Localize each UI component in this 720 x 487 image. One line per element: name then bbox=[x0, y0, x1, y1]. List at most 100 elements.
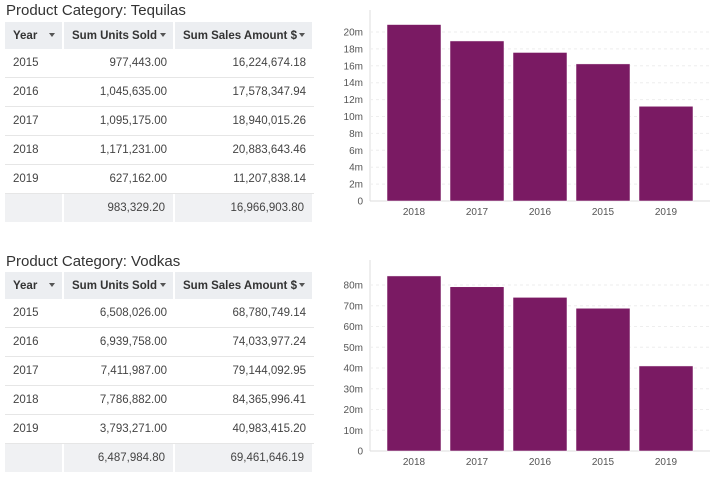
sort-dropdown-icon[interactable] bbox=[160, 33, 166, 37]
bar-chart: 0 2m 4m 6m 8m 10m 12m 14m 16m 18m 20m 2018 2017 2016 2… bbox=[344, 10, 710, 218]
table-cell: 7,786,882.00 bbox=[64, 386, 175, 415]
y-tick-label: 0 bbox=[357, 447, 363, 458]
table-cell: 3,793,271.00 bbox=[64, 415, 175, 444]
table-row: 2018 7,786,882.00 84,365,996.41 bbox=[5, 386, 314, 415]
x-tick-label: 2016 bbox=[529, 207, 552, 218]
table-row: 2015 977,443.00 16,224,674.18 bbox=[5, 49, 314, 78]
x-tick-label: 2017 bbox=[466, 457, 489, 468]
table-row: 2016 1,045,635.00 17,578,347.94 bbox=[5, 78, 314, 107]
total-cell: 69,461,646.19 bbox=[175, 444, 314, 472]
section-title: Product Category: Tequilas bbox=[6, 2, 186, 19]
column-header[interactable]: Year bbox=[5, 22, 64, 49]
x-tick-label: 2019 bbox=[655, 457, 678, 468]
table-row: 2019 3,793,271.00 40,983,415.20 bbox=[5, 415, 314, 444]
y-tick-label: 6m bbox=[349, 146, 363, 157]
table-cell: 2018 bbox=[5, 386, 64, 415]
x-tick-label: 2015 bbox=[592, 207, 615, 218]
table-row: 2019 627,162.00 11,207,838.14 bbox=[5, 165, 314, 194]
column-header-label: Sum Units Sold bbox=[72, 279, 157, 292]
sort-dropdown-icon[interactable] bbox=[299, 283, 305, 287]
sort-dropdown-icon[interactable] bbox=[49, 283, 55, 287]
bar bbox=[575, 308, 631, 452]
y-tick-label: 20m bbox=[344, 28, 363, 39]
table-cell: 68,780,749.14 bbox=[175, 299, 314, 328]
sort-dropdown-icon[interactable] bbox=[160, 283, 166, 287]
x-tick-label: 2019 bbox=[655, 207, 678, 218]
table-cell: 2019 bbox=[5, 165, 64, 194]
x-tick-label: 2016 bbox=[529, 457, 552, 468]
column-header[interactable]: Sum Units Sold bbox=[64, 272, 175, 299]
sort-dropdown-icon[interactable] bbox=[49, 33, 55, 37]
total-row: 983,329.20 16,966,903.80 bbox=[5, 194, 314, 222]
table-cell: 2015 bbox=[5, 49, 64, 78]
column-header-label: Sum Sales Amount $ bbox=[183, 279, 297, 292]
y-tick-label: 60m bbox=[344, 322, 363, 333]
x-tick-label: 2015 bbox=[592, 457, 615, 468]
table-cell: 11,207,838.14 bbox=[175, 165, 314, 194]
table-row: 2015 6,508,026.00 68,780,749.14 bbox=[5, 299, 314, 328]
column-header-label: Sum Sales Amount $ bbox=[183, 29, 297, 42]
table-cell: 2016 bbox=[5, 328, 64, 357]
total-cell: 16,966,903.80 bbox=[175, 194, 314, 222]
column-header[interactable]: Sum Sales Amount $ bbox=[175, 22, 314, 49]
total-cell: 6,487,984.80 bbox=[64, 444, 175, 472]
table-row: 2016 6,939,758.00 74,033,977.24 bbox=[5, 328, 314, 357]
column-header-label: Year bbox=[13, 279, 38, 292]
table-cell: 2015 bbox=[5, 299, 64, 328]
table-cell: 6,939,758.00 bbox=[64, 328, 175, 357]
bar bbox=[449, 40, 505, 202]
x-tick-label: 2018 bbox=[403, 207, 426, 218]
table-cell: 20,883,643.46 bbox=[175, 136, 314, 165]
table-cell: 2019 bbox=[5, 415, 64, 444]
column-header-label: Sum Units Sold bbox=[72, 29, 157, 42]
table-cell: 2017 bbox=[5, 107, 64, 136]
bar bbox=[449, 286, 505, 452]
bar bbox=[638, 365, 694, 452]
y-tick-label: 18m bbox=[344, 44, 363, 55]
section-title: Product Category: Vodkas bbox=[6, 253, 181, 270]
y-tick-label: 16m bbox=[344, 61, 363, 72]
total-cell bbox=[5, 194, 64, 222]
y-tick-label: 10m bbox=[344, 426, 363, 437]
y-tick-label: 12m bbox=[344, 95, 363, 106]
table-cell: 2018 bbox=[5, 136, 64, 165]
column-header-label: Year bbox=[13, 29, 38, 42]
bar bbox=[512, 52, 568, 202]
table-cell: 1,171,231.00 bbox=[64, 136, 175, 165]
table-cell: 16,224,674.18 bbox=[175, 49, 314, 78]
column-header[interactable]: Sum Sales Amount $ bbox=[175, 272, 314, 299]
y-tick-label: 20m bbox=[344, 405, 363, 416]
y-tick-label: 14m bbox=[344, 78, 363, 89]
table-cell: 84,365,996.41 bbox=[175, 386, 314, 415]
y-tick-label: 70m bbox=[344, 301, 363, 312]
x-tick-label: 2017 bbox=[466, 207, 489, 218]
table-cell: 40,983,415.20 bbox=[175, 415, 314, 444]
y-tick-label: 50m bbox=[344, 343, 363, 354]
sort-dropdown-icon[interactable] bbox=[299, 33, 305, 37]
bar bbox=[575, 63, 631, 202]
table-cell: 74,033,977.24 bbox=[175, 328, 314, 357]
y-tick-label: 40m bbox=[344, 364, 363, 375]
column-header[interactable]: Year bbox=[5, 272, 64, 299]
table-cell: 18,940,015.26 bbox=[175, 107, 314, 136]
bar bbox=[386, 275, 442, 452]
bar bbox=[638, 106, 694, 202]
table-cell: 79,144,092.95 bbox=[175, 357, 314, 386]
y-tick-label: 10m bbox=[344, 112, 363, 123]
table-cell: 17,578,347.94 bbox=[175, 78, 314, 107]
y-tick-label: 8m bbox=[349, 129, 363, 140]
total-cell: 983,329.20 bbox=[64, 194, 175, 222]
bar bbox=[386, 24, 442, 202]
bar-chart: 0 10m 20m 30m 40m 50m 60m 70m 80m 2018 2017 2016 201… bbox=[344, 260, 710, 468]
total-cell bbox=[5, 444, 64, 472]
table-cell: 6,508,026.00 bbox=[64, 299, 175, 328]
pivot-table: Year Sum Units Sold Sum Sales Amount $ 2015… bbox=[5, 22, 314, 222]
total-row: 6,487,984.80 69,461,646.19 bbox=[5, 444, 314, 472]
table-cell: 2016 bbox=[5, 78, 64, 107]
x-tick-label: 2018 bbox=[403, 457, 426, 468]
table-cell: 1,045,635.00 bbox=[64, 78, 175, 107]
table-cell: 1,095,175.00 bbox=[64, 107, 175, 136]
table-row: 2018 1,171,231.00 20,883,643.46 bbox=[5, 136, 314, 165]
table-cell: 977,443.00 bbox=[64, 49, 175, 78]
column-header[interactable]: Sum Units Sold bbox=[64, 22, 175, 49]
